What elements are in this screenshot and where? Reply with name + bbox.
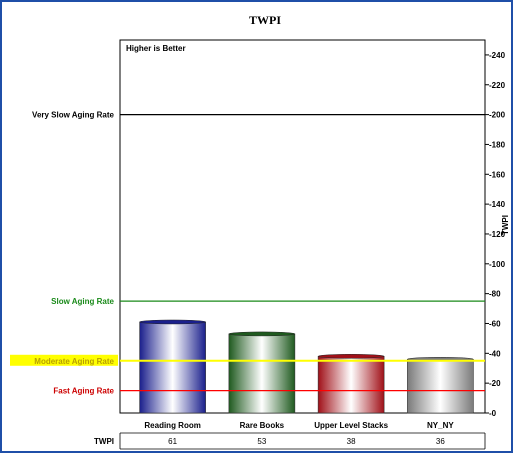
y-axis-label: TWPI — [501, 215, 510, 235]
category-label: Rare Books — [240, 421, 285, 430]
bar-upper-level-stacks — [317, 356, 385, 414]
y-tick-label: -220 — [489, 81, 506, 90]
category-label: Reading Room — [144, 421, 200, 430]
y-tick-label: -80 — [489, 290, 501, 299]
table-cell: 53 — [257, 437, 266, 446]
y-tick-label: -40 — [489, 349, 501, 358]
category-label: NY_NY — [427, 421, 454, 430]
category-label: Upper Level Stacks — [314, 421, 388, 430]
bar-cap — [228, 331, 296, 337]
bar-reading-room — [139, 321, 206, 414]
y-axis: -0 -20 -40 -60 -80 -100 -120 -140 -160 -180 -200 -2… — [485, 51, 506, 418]
y-tick-label: -120 — [489, 230, 506, 239]
y-tick-label: -60 — [489, 319, 501, 328]
data-table: TWPI 61 53 38 36 — [94, 432, 486, 450]
y-tick-label: -240 — [489, 51, 506, 60]
bar-cap — [317, 354, 385, 359]
ref-label: Fast Aging Rate — [53, 387, 114, 396]
y-tick-label: -140 — [489, 200, 506, 209]
y-tick-label: -20 — [489, 379, 501, 388]
y-tick-label: -0 — [489, 409, 497, 418]
reference-lines: Very Slow Aging Rate Slow Aging Rate Moder… — [10, 111, 485, 396]
bar-rare-books — [228, 333, 296, 414]
y-tick-label: -180 — [489, 140, 506, 149]
y-tick-label: -160 — [489, 170, 506, 179]
ref-label-bg — [10, 354, 118, 366]
bar-cap — [139, 319, 206, 325]
bar-ny-ny — [407, 358, 474, 414]
table-cell: 38 — [347, 437, 356, 446]
x-axis: Reading Room Rare Books Upper Level Stacks… — [144, 421, 454, 430]
ref-label: Slow Aging Rate — [51, 297, 114, 306]
bars — [139, 319, 474, 414]
chart-title: TWPI — [249, 13, 281, 27]
y-tick-label: -100 — [489, 260, 506, 269]
ref-label: Very Slow Aging Rate — [32, 111, 114, 120]
ref-label: Moderate Aging Rate — [34, 357, 114, 366]
table-cell: 61 — [168, 437, 177, 446]
table-cell: 36 — [436, 437, 445, 446]
higher-is-better-note: Higher is Better — [126, 44, 186, 53]
table-row-label: TWPI — [94, 437, 114, 446]
y-tick-label: -200 — [489, 111, 506, 120]
